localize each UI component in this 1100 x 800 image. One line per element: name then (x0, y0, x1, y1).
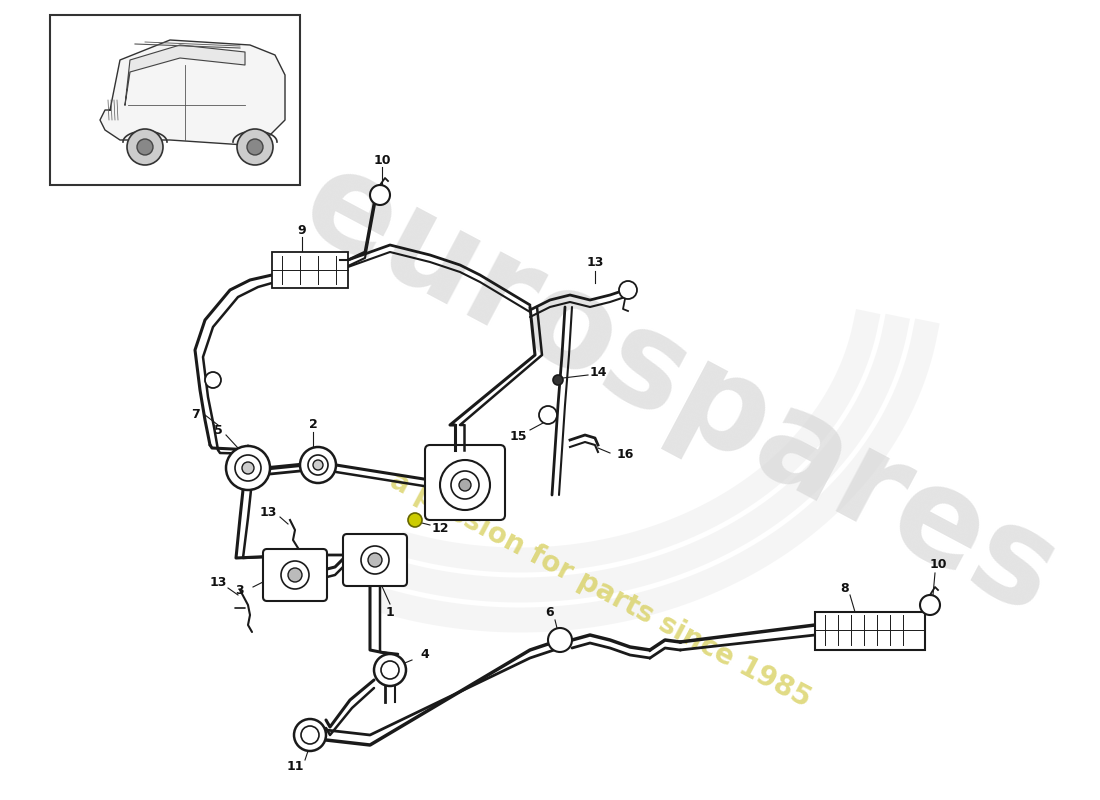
Text: 10: 10 (930, 558, 947, 571)
Circle shape (459, 479, 471, 491)
Circle shape (368, 553, 382, 567)
Circle shape (451, 471, 478, 499)
Text: 2: 2 (309, 418, 318, 431)
Circle shape (288, 568, 302, 582)
Text: 11: 11 (286, 761, 304, 774)
Circle shape (205, 372, 221, 388)
Circle shape (361, 546, 389, 574)
Circle shape (374, 654, 406, 686)
FancyBboxPatch shape (343, 534, 407, 586)
FancyBboxPatch shape (263, 549, 327, 601)
Text: 14: 14 (590, 366, 607, 378)
Text: 7: 7 (190, 409, 199, 422)
Circle shape (236, 129, 273, 165)
Circle shape (920, 595, 940, 615)
Bar (815, 612, 925, 650)
Text: 6: 6 (546, 606, 554, 618)
Circle shape (242, 462, 254, 474)
FancyBboxPatch shape (425, 445, 505, 520)
Circle shape (440, 460, 490, 510)
Circle shape (138, 139, 153, 155)
Text: 3: 3 (235, 583, 244, 597)
Text: 4: 4 (420, 649, 429, 662)
Circle shape (370, 185, 390, 205)
Bar (50, 15, 300, 185)
Circle shape (308, 455, 328, 475)
Circle shape (300, 447, 336, 483)
Text: 10: 10 (373, 154, 390, 166)
Polygon shape (125, 45, 245, 105)
Circle shape (226, 446, 270, 490)
Text: a passion for parts since 1985: a passion for parts since 1985 (385, 466, 815, 714)
Text: eurospares: eurospares (282, 138, 1078, 642)
Text: 15: 15 (509, 430, 527, 443)
Circle shape (301, 726, 319, 744)
Text: 9: 9 (298, 223, 306, 237)
Circle shape (235, 455, 261, 481)
Text: 1: 1 (386, 606, 395, 618)
Circle shape (408, 513, 422, 527)
Circle shape (548, 628, 572, 652)
Circle shape (248, 139, 263, 155)
Circle shape (280, 561, 309, 589)
Circle shape (553, 375, 563, 385)
Text: 12: 12 (431, 522, 449, 534)
Circle shape (619, 281, 637, 299)
Circle shape (314, 460, 323, 470)
Text: 8: 8 (840, 582, 849, 594)
Polygon shape (100, 40, 285, 145)
Circle shape (294, 719, 326, 751)
Bar (272, 252, 348, 288)
Text: 5: 5 (213, 423, 222, 437)
Text: 13: 13 (209, 575, 227, 589)
Text: 13: 13 (586, 257, 604, 270)
Text: 16: 16 (616, 449, 634, 462)
Circle shape (126, 129, 163, 165)
Text: 13: 13 (260, 506, 277, 518)
Circle shape (381, 661, 399, 679)
Circle shape (539, 406, 557, 424)
